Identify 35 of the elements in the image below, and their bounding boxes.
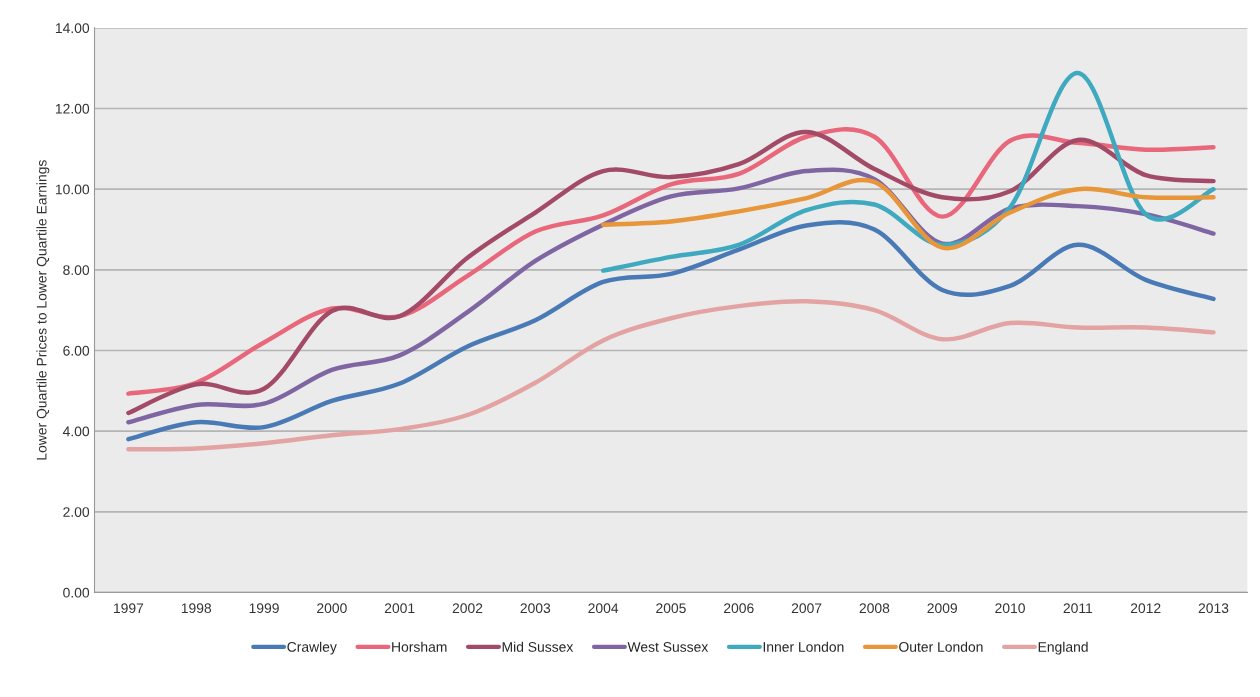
x-tick-label: 2011 xyxy=(1063,603,1093,614)
x-tick-label: 2009 xyxy=(927,603,958,614)
y-tick-label: 0.00 xyxy=(63,587,90,598)
x-tick-label: 2012 xyxy=(1130,603,1161,614)
x-tick-label: 2002 xyxy=(452,603,483,614)
x-tick-label: 2008 xyxy=(859,603,890,614)
x-tick-label: 2010 xyxy=(995,603,1025,614)
y-tick-label: 4.00 xyxy=(62,426,90,437)
x-tick-label: 2003 xyxy=(520,603,551,614)
y-axis-title: Lower Quartile Prices to Lower Quartile Earnings xyxy=(36,160,50,460)
y-tick-label: 14.00 xyxy=(55,23,90,34)
x-tick-label: 1997 xyxy=(114,603,144,614)
x-tick-label: 2006 xyxy=(724,603,754,614)
x-tick-label: 2007 xyxy=(791,603,822,614)
legend-label: Horsham xyxy=(392,641,447,652)
x-tick-label: 2005 xyxy=(656,603,686,614)
y-tick-label: 12.00 xyxy=(55,103,90,114)
x-tick-label: 2001 xyxy=(384,603,415,614)
legend-label: Inner London xyxy=(763,641,844,652)
x-tick-label: 1998 xyxy=(181,603,212,614)
legend-label: West Sussex xyxy=(627,642,709,652)
legend-label: Crawley xyxy=(287,641,337,655)
x-tick-label: 2013 xyxy=(1198,603,1229,614)
y-tick-label: 6.00 xyxy=(63,345,90,356)
legend-label: Mid Sussex xyxy=(502,641,574,652)
x-tick-label: 2000 xyxy=(317,603,347,614)
y-tick-label: 10.00 xyxy=(55,184,90,195)
legend-label: England xyxy=(1038,641,1088,655)
line-series xyxy=(126,298,1216,452)
y-tick-label: 8.00 xyxy=(63,265,90,276)
x-tick-label: 2004 xyxy=(588,603,619,614)
legend-label: Outer London xyxy=(899,641,983,652)
line-series xyxy=(600,70,1216,273)
x-tick-label: 1999 xyxy=(249,603,279,614)
y-tick-label: 2.00 xyxy=(63,507,90,517)
